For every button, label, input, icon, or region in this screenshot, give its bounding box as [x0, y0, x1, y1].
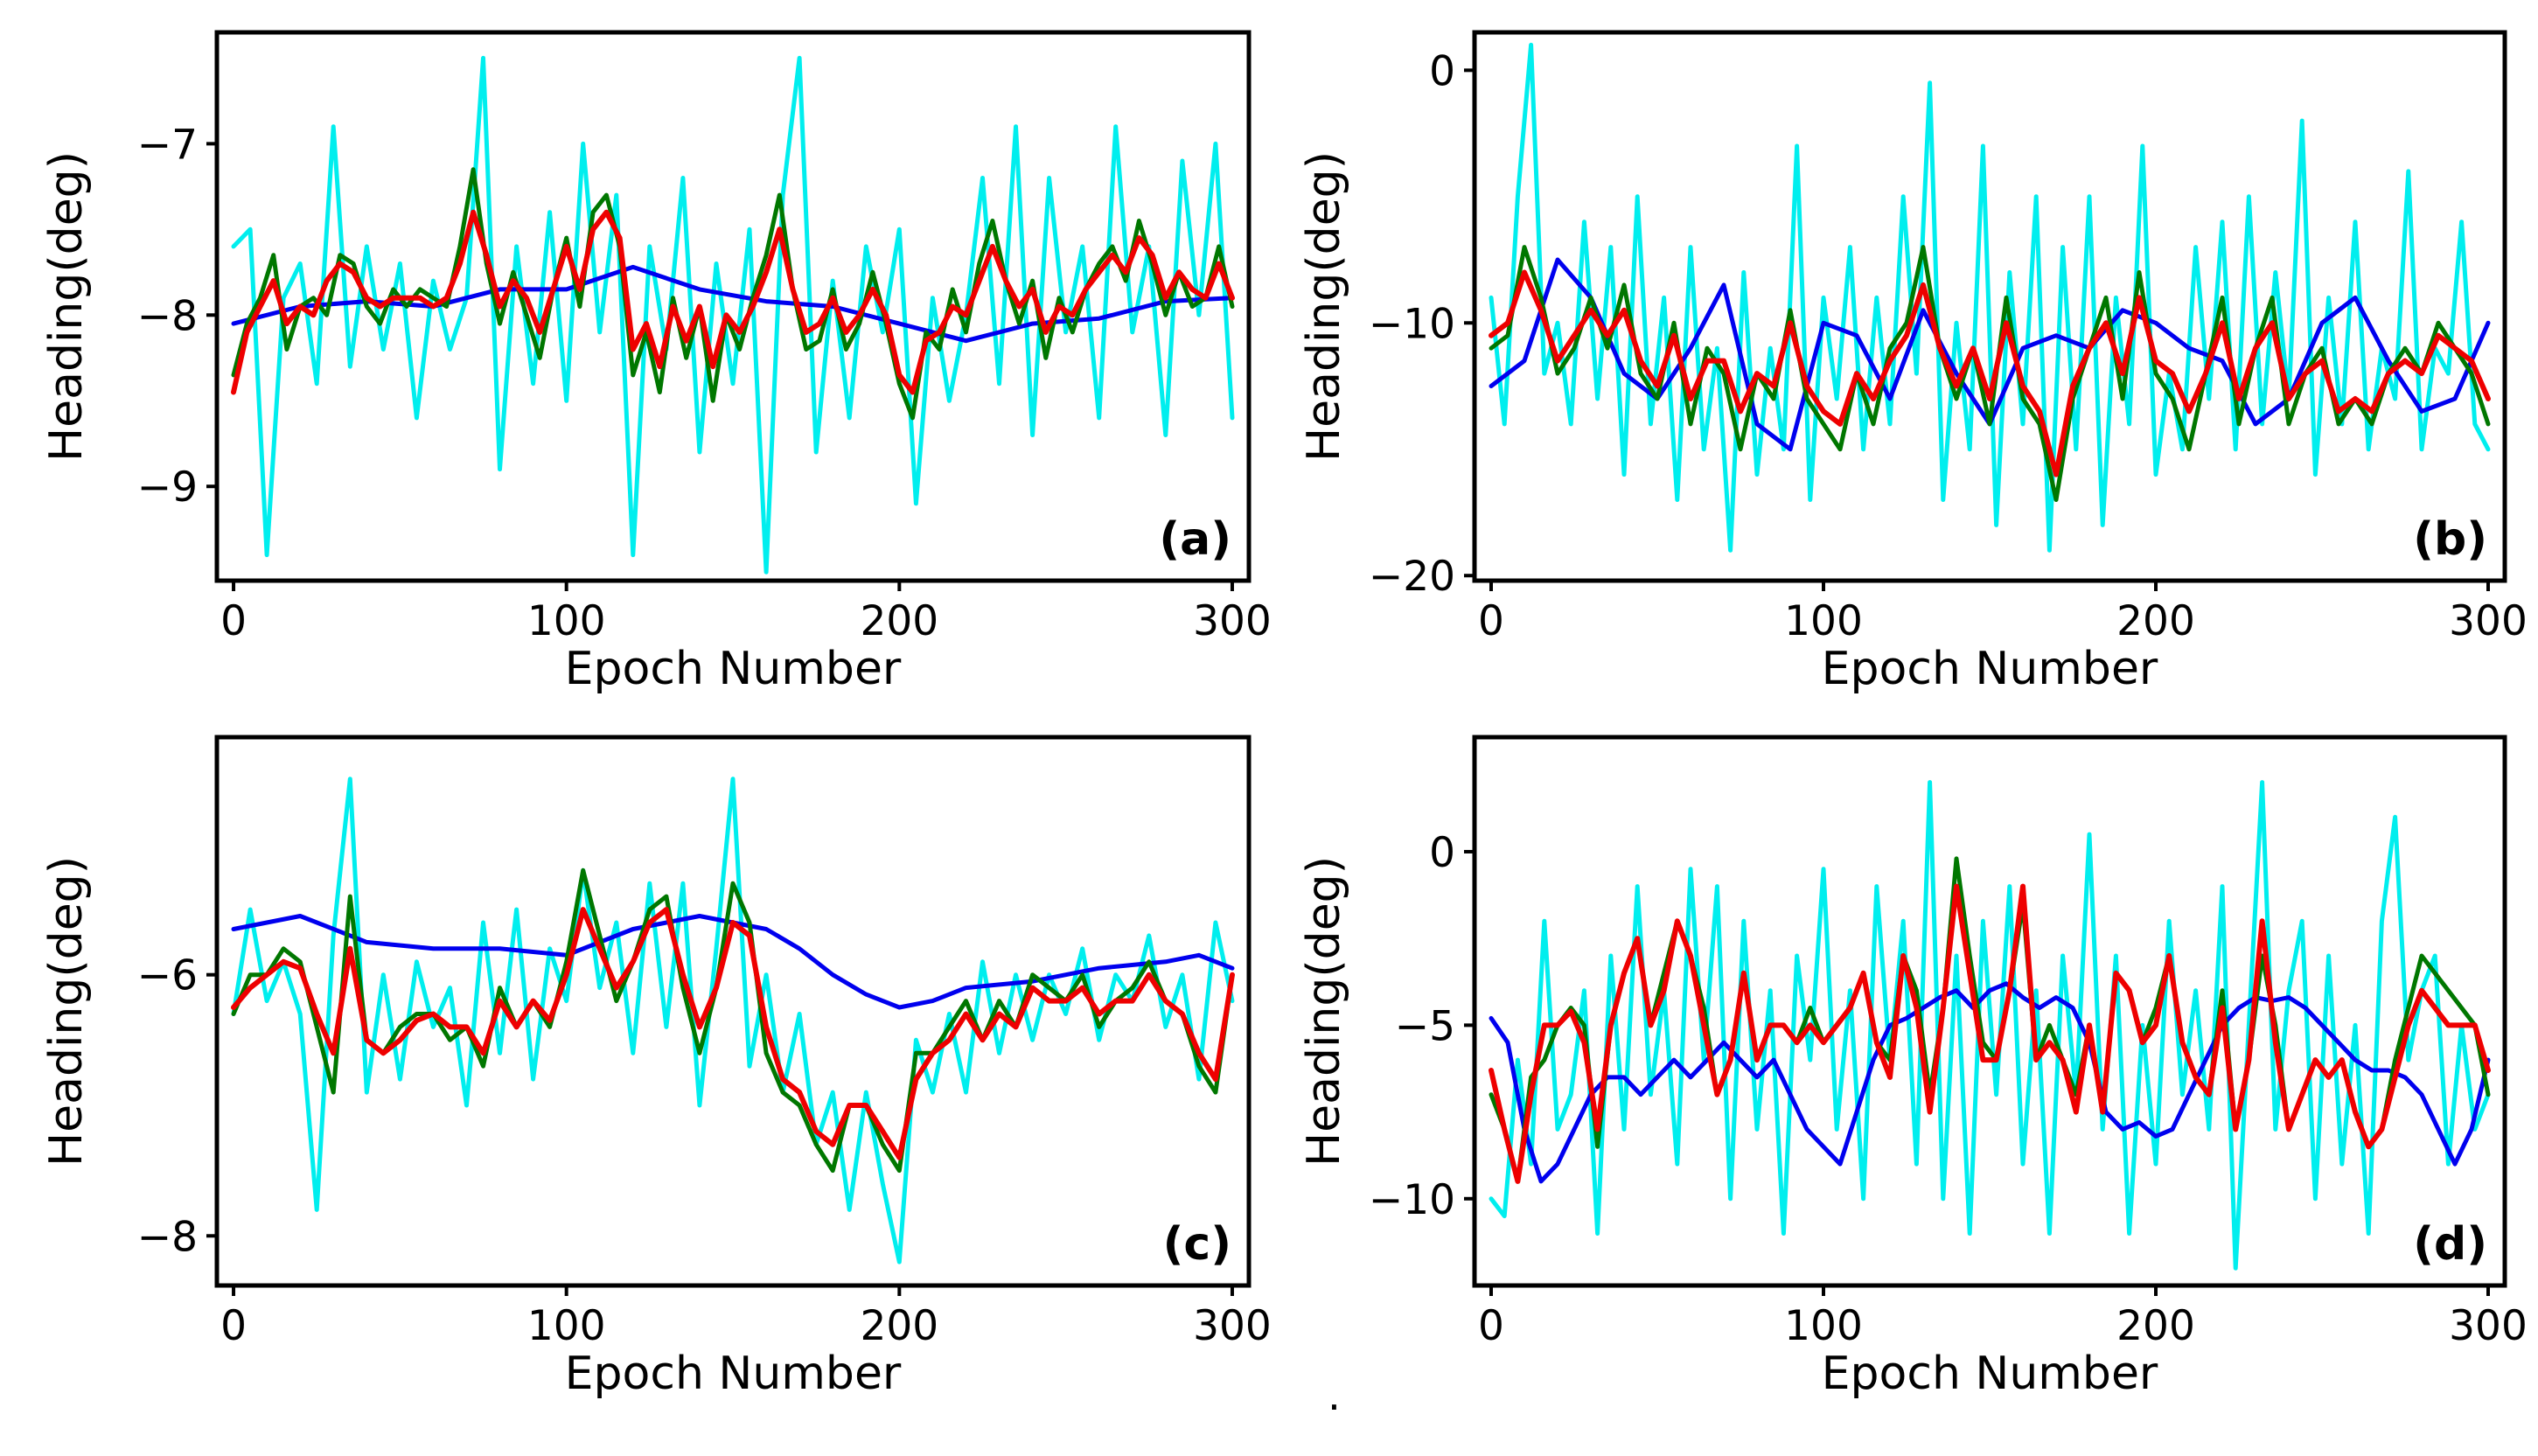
y-tick-label: −7: [137, 121, 198, 169]
series-line-blue: [1489, 981, 2491, 1184]
series-line-cyan: [231, 55, 1235, 575]
y-tick-label: −10: [1369, 300, 1455, 348]
x-tick-label: 200: [860, 597, 938, 645]
y-tick-label: −8: [137, 1213, 198, 1261]
y-tick-label: −6: [137, 952, 198, 1000]
series-line-green: [231, 867, 1235, 1174]
x-tick-label: 300: [2449, 597, 2528, 645]
axes-frame: [1472, 735, 2507, 1288]
plot-area: [1489, 780, 2491, 1271]
panel-d: 0 100 200 300 0 −5 −10 Epoch Number Heading(deg)…: [1298, 735, 2528, 1400]
x-axis-label: Epoch Number: [1822, 1348, 2158, 1400]
plot-area: [231, 777, 1235, 1264]
y-tick-label: −20: [1369, 553, 1455, 601]
x-tick-label: 300: [1193, 597, 1272, 645]
y-tick-label: 0: [1429, 829, 1455, 877]
series-line-cyan: [231, 777, 1235, 1264]
plot-area: [231, 55, 1235, 575]
y-tick-label: −10: [1369, 1176, 1455, 1224]
x-tick-label: 0: [220, 1302, 247, 1350]
x-tick-label: 0: [220, 597, 247, 645]
x-tick-label: 300: [2449, 1302, 2528, 1350]
series-line-green: [1489, 245, 2491, 502]
series-line-red: [1489, 269, 2491, 477]
x-tick-label: 200: [2116, 1302, 2195, 1350]
x-axis-label: Epoch Number: [565, 1348, 902, 1400]
series-line-red: [1489, 883, 2491, 1184]
y-tick-label: 0: [1429, 47, 1455, 95]
x-axis-label: Epoch Number: [1822, 643, 2158, 695]
series-line-red: [231, 209, 1235, 395]
x-tick-label: 0: [1478, 597, 1504, 645]
series-line-cyan: [1489, 780, 2491, 1271]
y-axis-label: Heading(deg): [1298, 856, 1350, 1167]
x-tick-label: 200: [860, 1302, 938, 1350]
axes-frame: [214, 30, 1252, 583]
y-axis-label: Heading(deg): [40, 856, 93, 1167]
panel-tag: (d): [2413, 1218, 2487, 1271]
panel-b: 0 100 200 300 0 −10 −20 Epoch Number Heading(deg…: [1298, 30, 2528, 695]
y-tick-label: −9: [137, 463, 198, 512]
series-line-red: [231, 907, 1235, 1160]
panel-tag: (b): [2413, 513, 2487, 566]
panel-a: 0 100 200 300 −7 −8 −9 Epoch Number Heading(deg)…: [40, 30, 1272, 695]
axes-frame: [1472, 30, 2507, 583]
y-tick-label: −8: [137, 292, 198, 340]
series-line-cyan: [1489, 42, 2491, 553]
y-axis-label: Heading(deg): [1298, 151, 1350, 462]
stray-dot: .: [1328, 1372, 1341, 1420]
panel-tag: (c): [1163, 1218, 1231, 1271]
series-line-blue: [231, 914, 1235, 1010]
y-tick-label: −5: [1395, 1002, 1455, 1050]
plot-area: [1489, 42, 2491, 553]
axes-frame: [214, 735, 1252, 1288]
panel-c: 0 100 200 300 −6 −8 Epoch Number Heading(deg) (c…: [40, 735, 1272, 1400]
panel-tag: (a): [1159, 513, 1231, 566]
x-tick-label: 0: [1478, 1302, 1504, 1350]
x-tick-label: 100: [527, 597, 606, 645]
x-tick-label: 100: [1784, 1302, 1863, 1350]
x-axis-label: Epoch Number: [565, 643, 902, 695]
x-tick-label: 100: [527, 1302, 606, 1350]
x-tick-label: 100: [1784, 597, 1863, 645]
x-tick-label: 300: [1193, 1302, 1272, 1350]
x-tick-label: 200: [2116, 597, 2195, 645]
y-axis-label: Heading(deg): [40, 151, 93, 462]
